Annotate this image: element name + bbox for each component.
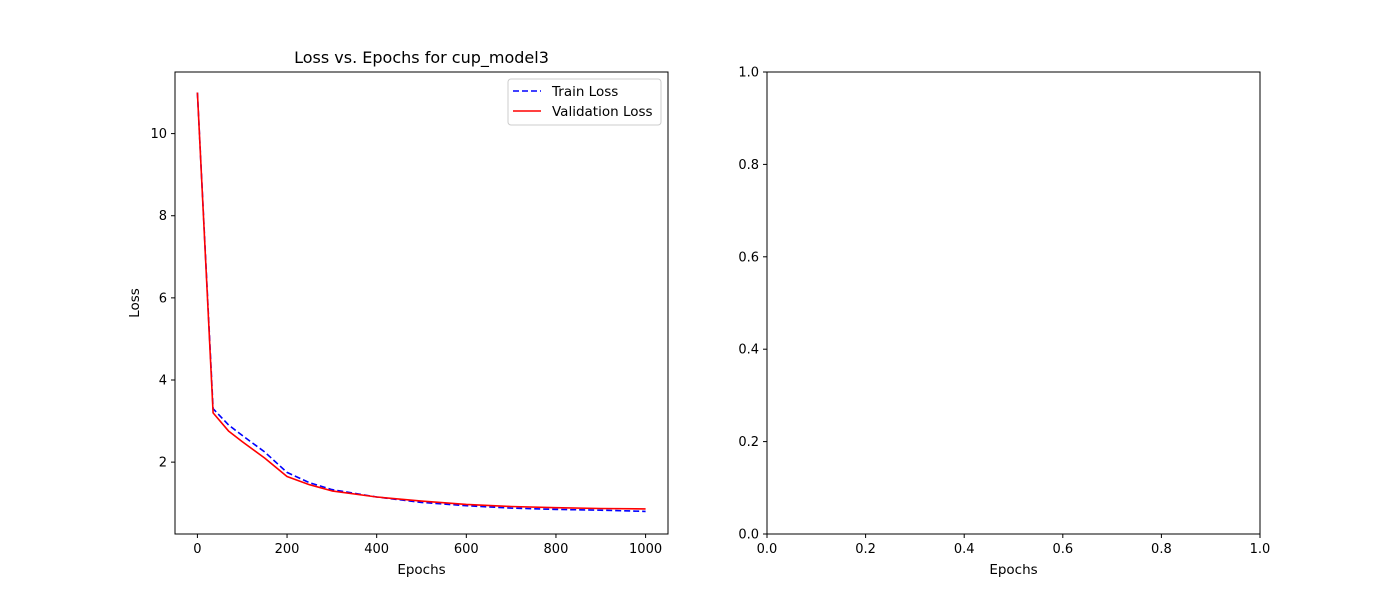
y-tick-label: 0.6 xyxy=(738,250,759,265)
x-tick-label: 600 xyxy=(454,542,479,557)
y-tick-label: 8 xyxy=(159,209,167,224)
x-tick-label: 0.6 xyxy=(1052,542,1073,557)
x-tick-label: 0.2 xyxy=(855,542,876,557)
loss-series-lines xyxy=(196,92,646,513)
legend-label-train-loss: Train Loss xyxy=(551,84,618,100)
loss-plot-legend: Train Loss Validation Loss xyxy=(507,78,662,126)
x-tick-label: 0.0 xyxy=(757,542,778,557)
series-line-validation-loss xyxy=(196,92,646,510)
loss-plot-x-axis-label: Epochs xyxy=(397,562,445,578)
empty-plot-y-ticks: 0.0 0.2 0.4 0.6 0.8 1.0 xyxy=(738,66,767,543)
x-tick-label: 0.4 xyxy=(954,542,975,557)
y-tick-label: 0.2 xyxy=(738,435,759,450)
loss-plot-frame xyxy=(174,71,669,535)
y-tick-label: 4 xyxy=(159,374,167,389)
empty-plot-x-ticks: 0.0 0.2 0.4 0.6 0.8 1.0 xyxy=(757,534,1271,557)
loss-plot-title: Loss vs. Epochs for cup_model3 xyxy=(294,48,549,68)
y-tick-label: 0.0 xyxy=(738,528,759,543)
loss-plot: 0 200 400 600 800 1000 2 4 6 8 10 Loss vs. Epochs… xyxy=(127,48,669,578)
legend-label-validation-loss: Validation Loss xyxy=(552,104,653,120)
legend-box xyxy=(507,78,662,126)
loss-plot-x-ticks: 0 200 400 600 800 1000 xyxy=(193,534,662,557)
x-tick-label: 0 xyxy=(193,542,201,557)
loss-plot-y-ticks: 2 4 6 8 10 xyxy=(150,127,175,471)
y-tick-label: 0.4 xyxy=(738,343,759,358)
y-tick-label: 1.0 xyxy=(738,66,759,81)
y-tick-label: 0.8 xyxy=(738,158,759,173)
x-tick-label: 1000 xyxy=(629,542,662,557)
empty-plot: 0.0 0.2 0.4 0.6 0.8 1.0 0.0 0.2 0.4 0.6 0.8 1.0 Ep… xyxy=(738,66,1270,579)
x-tick-label: 1.0 xyxy=(1250,542,1271,557)
series-line-train-loss xyxy=(196,92,646,513)
y-tick-label: 10 xyxy=(150,127,167,142)
x-tick-label: 400 xyxy=(364,542,389,557)
y-tick-label: 2 xyxy=(159,456,167,471)
empty-plot-x-axis-label: Epochs xyxy=(989,562,1037,578)
empty-plot-frame xyxy=(766,71,1261,535)
y-tick-label: 6 xyxy=(159,291,167,306)
x-tick-label: 0.8 xyxy=(1151,542,1172,557)
x-tick-label: 800 xyxy=(544,542,569,557)
loss-plot-y-axis-label: Loss xyxy=(127,288,143,318)
x-tick-label: 200 xyxy=(275,542,300,557)
